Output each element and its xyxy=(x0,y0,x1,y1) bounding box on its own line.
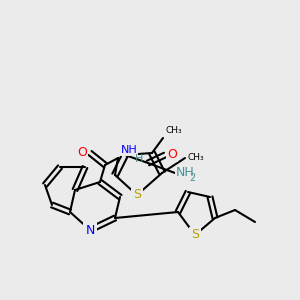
Text: S: S xyxy=(133,188,141,202)
Text: N: N xyxy=(85,224,95,236)
Text: NH: NH xyxy=(121,145,138,155)
Text: 2: 2 xyxy=(189,173,195,183)
Text: S: S xyxy=(191,229,199,242)
Text: O: O xyxy=(167,148,177,161)
Text: CH₃: CH₃ xyxy=(165,126,181,135)
Text: H: H xyxy=(135,154,143,164)
Text: NH: NH xyxy=(176,167,195,179)
Text: CH₃: CH₃ xyxy=(187,152,204,161)
Text: O: O xyxy=(77,146,87,158)
